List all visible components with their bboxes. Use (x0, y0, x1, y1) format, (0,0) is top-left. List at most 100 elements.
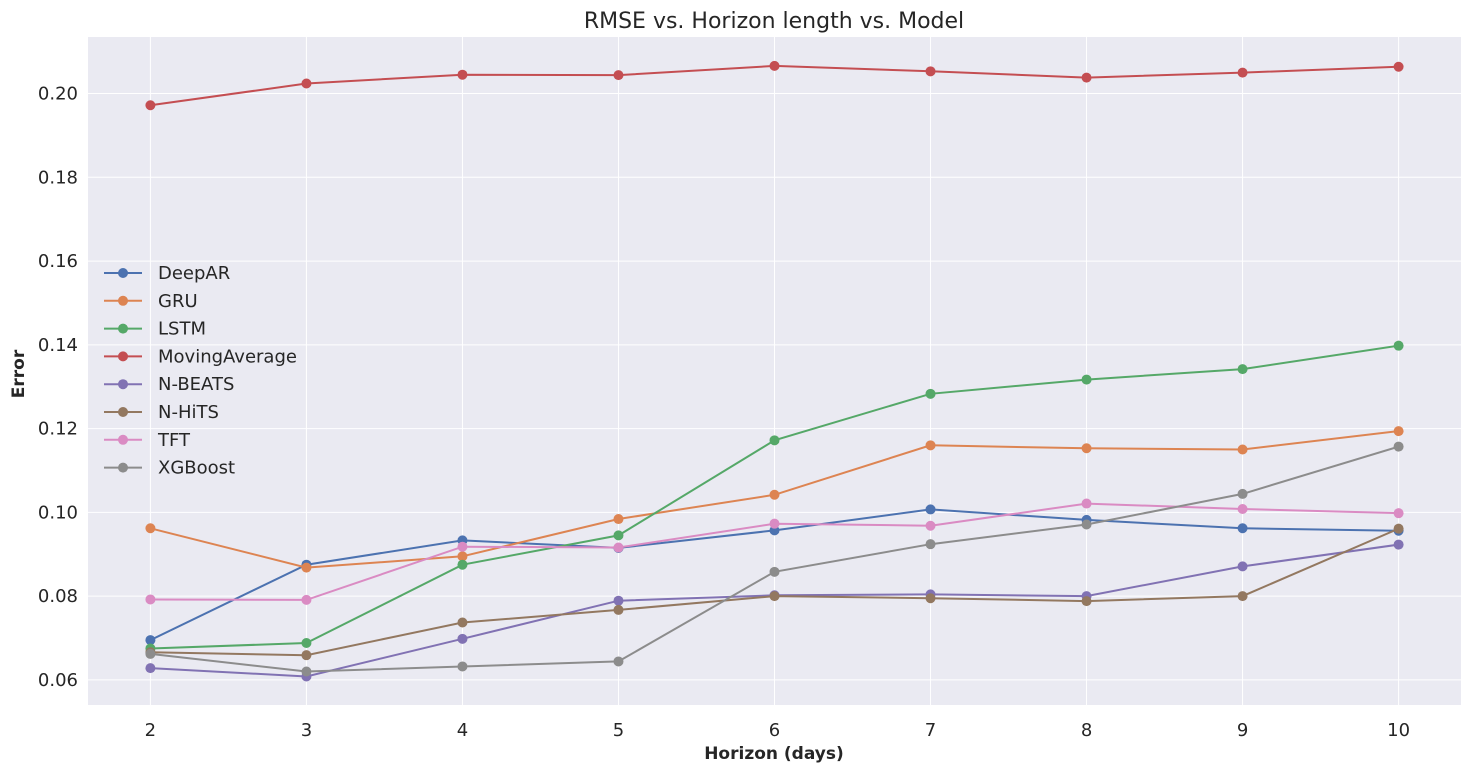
y-tick-label: 0.14 (38, 335, 78, 356)
data-point (1393, 61, 1404, 72)
data-point (457, 69, 468, 80)
data-point (1393, 426, 1404, 437)
data-point (457, 661, 468, 672)
legend-marker (118, 295, 128, 306)
legend-item: N-HiTS (104, 402, 219, 423)
data-point (1081, 519, 1092, 530)
data-point (1081, 596, 1092, 607)
data-point (613, 604, 624, 615)
data-point (301, 666, 312, 677)
legend-label: N-HiTS (158, 402, 219, 423)
data-point (1393, 523, 1404, 534)
data-point (145, 635, 156, 646)
data-point (925, 388, 936, 399)
legend-marker (118, 462, 128, 473)
data-point (613, 542, 624, 553)
data-point (145, 648, 156, 659)
data-point (1081, 443, 1092, 454)
legend-label: XGBoost (158, 458, 235, 479)
y-tick-label: 0.20 (38, 84, 78, 105)
legend-item: XGBoost (104, 458, 235, 479)
y-tick-label: 0.08 (38, 586, 78, 607)
data-point (1393, 340, 1404, 351)
series-lstm (145, 340, 1404, 654)
data-point (769, 60, 780, 71)
series-group (145, 60, 1404, 682)
y-tick-label: 0.16 (38, 251, 78, 272)
data-point (301, 78, 312, 89)
x-axis-label: Horizon (days) (704, 744, 844, 764)
y-tick-label: 0.12 (38, 419, 78, 440)
data-point (925, 440, 936, 451)
data-point (1237, 444, 1248, 455)
x-tick-labels: 2 3 4 5 6 7 8 9 10 (145, 720, 1410, 741)
x-tick-label: 10 (1387, 720, 1410, 741)
x-tick-label: 2 (145, 720, 156, 741)
legend-marker (118, 379, 128, 390)
data-point (145, 663, 156, 674)
data-point (1081, 374, 1092, 385)
data-point (613, 514, 624, 525)
x-tick-label: 3 (301, 720, 312, 741)
series-movingaverage (145, 60, 1404, 111)
data-point (925, 593, 936, 604)
y-axis-label: Error (9, 349, 29, 398)
legend-item: GRU (104, 291, 198, 312)
legend-label: MovingAverage (158, 346, 297, 367)
data-point (457, 559, 468, 570)
data-point (301, 650, 312, 661)
data-point (1237, 488, 1248, 499)
data-point (1393, 539, 1404, 550)
series-n-hits (145, 523, 1404, 661)
data-point (457, 541, 468, 552)
series-gru (145, 426, 1404, 573)
legend-item: LSTM (104, 319, 206, 340)
series-xgboost (145, 441, 1404, 677)
legend-marker (118, 268, 128, 278)
legend-item: MovingAverage (104, 346, 297, 367)
legend-label: LSTM (158, 319, 206, 340)
x-tick-label: 8 (1081, 720, 1092, 741)
legend-marker (118, 407, 128, 417)
y-tick-labels: 0.06 0.08 0.10 0.12 0.14 0.16 0.18 0.20 (38, 84, 78, 691)
data-point (1081, 72, 1092, 83)
data-point (613, 530, 624, 541)
x-tick-label: 7 (925, 720, 936, 741)
legend-item: DeepAR (104, 263, 230, 284)
data-point (457, 633, 468, 644)
data-point (925, 539, 936, 550)
data-point (769, 591, 780, 602)
legend-marker (118, 323, 128, 334)
legend-label: N-BEATS (158, 374, 234, 395)
data-point (301, 562, 312, 573)
data-point (1237, 523, 1248, 534)
data-point (1393, 508, 1404, 519)
legend-item: TFT (104, 430, 191, 451)
data-point (145, 100, 156, 111)
legend-label: GRU (158, 291, 198, 312)
legend-marker (118, 434, 128, 445)
data-point (613, 70, 624, 81)
data-point (1237, 364, 1248, 375)
chart-title: RMSE vs. Horizon length vs. Model (584, 9, 964, 34)
y-tick-label: 0.10 (38, 502, 78, 523)
legend: DeepAR GRU LSTM MovingAverage N-BEATS N-HiTS T… (104, 263, 297, 479)
data-point (145, 523, 156, 534)
data-point (1237, 561, 1248, 572)
legend-label: TFT (157, 430, 191, 451)
x-tick-label: 4 (457, 720, 468, 741)
data-point (1237, 503, 1248, 514)
legend-item: N-BEATS (104, 374, 234, 395)
data-point (1081, 498, 1092, 509)
data-point (457, 617, 468, 628)
data-point (145, 594, 156, 605)
data-point (1237, 67, 1248, 78)
data-point (613, 595, 624, 606)
data-point (457, 551, 468, 562)
legend-marker (118, 351, 128, 362)
x-tick-label: 5 (613, 720, 624, 741)
series-tft (145, 498, 1404, 605)
data-point (925, 504, 936, 515)
data-point (301, 594, 312, 605)
